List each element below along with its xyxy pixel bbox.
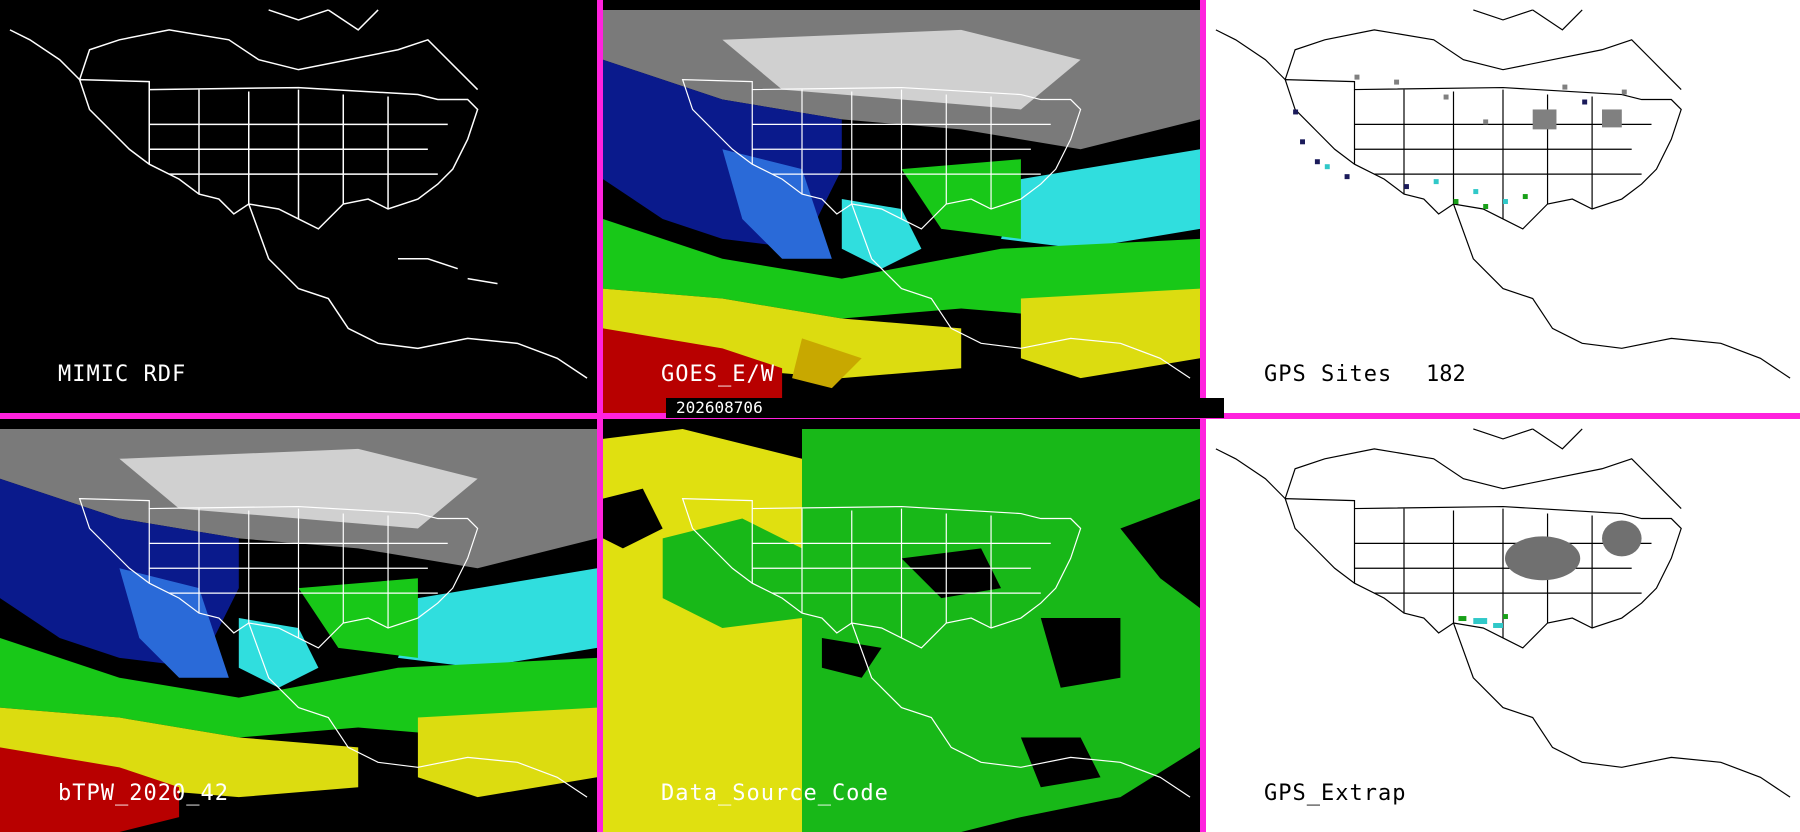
panel-label-data-source: Data_Source_Code: [661, 781, 889, 806]
panel-gps-sites: GPS Sites 182: [1206, 0, 1800, 413]
panel-label-gps-sites: GPS Sites: [1264, 362, 1393, 387]
panel-goes: GOES_E/W: [603, 0, 1200, 413]
panel-label-mimic-rdf: MIMIC RDF: [58, 362, 187, 387]
data-source-field: [603, 419, 1200, 832]
panel-mimic-rdf: MIMIC RDF: [0, 0, 597, 413]
tpw-field: [603, 0, 1200, 413]
timestamp-bar: 202608706: [666, 398, 1224, 418]
gps-site-map: [1215, 9, 1791, 379]
panel-gps-extrap: GPS_Extrap: [1206, 419, 1800, 832]
blended-tpw-field: [0, 419, 597, 832]
gps-site-count: 182: [1426, 362, 1466, 387]
panel-label-gps-extrap: GPS_Extrap: [1264, 781, 1407, 806]
panel-label-btpw: bTPW_2020_42: [58, 781, 229, 806]
panel-label-goes: GOES_E/W: [661, 362, 775, 387]
panel-data-source: Data_Source_Code: [603, 419, 1200, 832]
map-outline: [9, 9, 588, 379]
panel-btpw: bTPW_2020_42: [0, 419, 597, 832]
gps-extrap-map: [1215, 428, 1791, 798]
